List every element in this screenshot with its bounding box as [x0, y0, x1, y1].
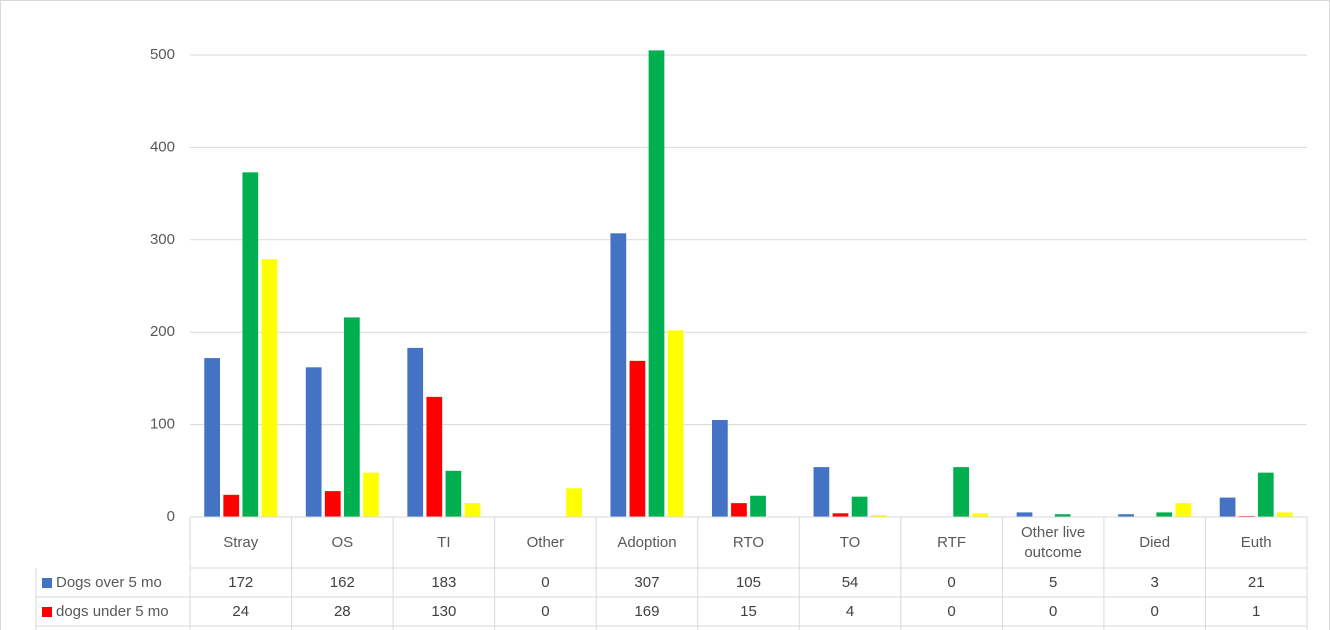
table-value: 130 — [431, 602, 457, 620]
table-value: 0 — [1150, 602, 1159, 620]
table-value: 169 — [634, 602, 660, 620]
legend-entry: Dogs over 5 mo — [36, 568, 190, 597]
x-tick-label: Other live outcome — [1021, 523, 1086, 561]
bar — [731, 503, 747, 517]
table-value: 0 — [541, 573, 550, 591]
bar — [445, 470, 462, 517]
table-value: 0 — [947, 602, 956, 620]
table-value: 0 — [947, 573, 956, 591]
bar — [426, 396, 443, 517]
x-tick-label: Died — [1139, 533, 1171, 551]
bar — [324, 491, 341, 517]
bar — [566, 488, 582, 517]
table-value: 24 — [232, 602, 250, 620]
bar — [223, 494, 240, 517]
x-tick-label: OS — [331, 533, 354, 551]
y-tick-label: 300 — [150, 231, 175, 248]
x-tick-label: Adoption — [617, 533, 677, 551]
bar — [1257, 472, 1274, 517]
bar — [648, 50, 665, 517]
y-tick-label: 0 — [167, 508, 175, 525]
bar — [832, 513, 849, 517]
table-value: 21 — [1247, 573, 1265, 591]
x-tick-label: Euth — [1240, 533, 1272, 551]
table-value: 0 — [1048, 602, 1058, 620]
bar — [1054, 514, 1071, 517]
bar — [363, 472, 379, 517]
y-tick-label: 200 — [150, 323, 175, 340]
bar — [1175, 503, 1192, 517]
bar — [1016, 512, 1033, 517]
legend-swatch — [42, 577, 52, 588]
bar — [629, 360, 646, 517]
bar — [953, 467, 970, 517]
table-value: 172 — [228, 573, 254, 591]
bar — [851, 496, 868, 517]
legend-label: Dogs over 5 mo — [56, 573, 162, 591]
y-tick-label: 400 — [150, 138, 175, 155]
bar — [1118, 514, 1134, 517]
table-value: 4 — [845, 602, 855, 620]
bar — [1156, 512, 1173, 517]
x-tick-label: Other — [526, 533, 565, 551]
table-value: 162 — [329, 573, 355, 591]
bar — [407, 347, 424, 517]
table-value: 5 — [1048, 573, 1058, 591]
bar — [610, 233, 627, 517]
x-tick-label: RTO — [732, 533, 765, 551]
bar — [972, 513, 989, 517]
table-value: 1 — [1252, 602, 1261, 620]
table-value: 15 — [740, 602, 757, 620]
legend-label: dogs under 5 mo — [56, 602, 169, 620]
legend-swatch — [42, 606, 52, 617]
y-tick-label: 100 — [150, 416, 175, 433]
table-value: 0 — [541, 602, 550, 620]
bar — [343, 317, 360, 517]
x-tick-label: TO — [839, 533, 861, 551]
legend-entry: dogs under 5 mo — [36, 597, 190, 626]
bar — [204, 358, 221, 517]
bar — [813, 467, 830, 517]
x-tick-label: TI — [437, 533, 451, 551]
bar — [870, 515, 887, 517]
y-tick-label: 500 — [150, 46, 175, 63]
x-tick-label: Stray — [223, 533, 259, 551]
bar — [1276, 512, 1293, 517]
bar — [261, 259, 278, 517]
table-value: 307 — [634, 573, 660, 591]
bar — [667, 330, 684, 517]
bar — [464, 503, 481, 517]
bar — [750, 495, 766, 517]
bar — [711, 419, 728, 517]
table-value: 183 — [431, 573, 457, 591]
bar — [305, 367, 322, 517]
table-value: 105 — [735, 573, 761, 591]
table-value: 54 — [841, 573, 859, 591]
x-tick-label: RTF — [937, 533, 967, 551]
bar — [1219, 497, 1236, 517]
table-value: 28 — [333, 602, 351, 620]
table-value: 3 — [1150, 573, 1159, 591]
bar — [242, 172, 259, 517]
